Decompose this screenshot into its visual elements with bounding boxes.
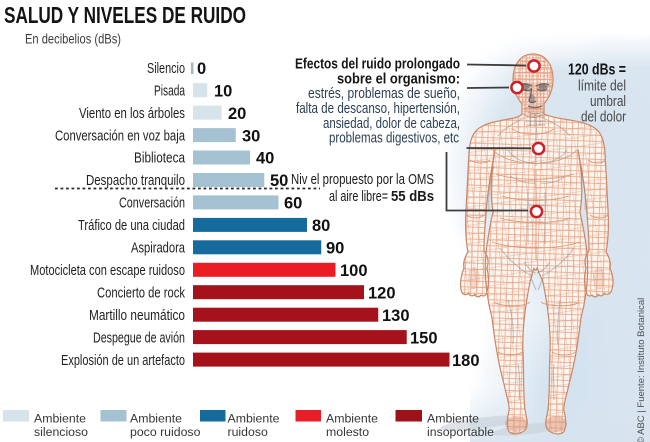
svg-text:130: 130 (382, 307, 410, 325)
svg-text:© ABC | Fuente: Instituto Bota: © ABC | Fuente: Instituto Botanical (636, 298, 647, 442)
svg-text:problemas digestivos, etc: problemas digestivos, etc (329, 130, 459, 147)
svg-text:Pisada: Pisada (154, 82, 185, 99)
svg-text:sobre el organismo:: sobre el organismo: (337, 70, 460, 87)
svg-text:Efectos del ruido prolongado: Efectos del ruido prolongado (295, 56, 460, 73)
svg-text:Conversación en voz baja: Conversación en voz baja (55, 127, 185, 144)
svg-text:estrés, problemas de sueño,: estrés, problemas de sueño, (308, 85, 460, 102)
svg-text:Ambiente: Ambiente (326, 412, 378, 426)
svg-text:al aire libre= 55 dBs: al aire libre= 55 dBs (329, 188, 434, 205)
svg-text:120 dBs =: 120 dBs = (568, 61, 626, 78)
svg-text:80: 80 (312, 217, 330, 235)
svg-text:ruidoso: ruidoso (228, 425, 268, 439)
svg-text:ansiedad, dolor de cabeza,: ansiedad, dolor de cabeza, (323, 115, 460, 132)
svg-text:Motocicleta con escape ruidoso: Motocicleta con escape ruidoso (30, 262, 185, 279)
svg-text:Despacho tranquilo: Despacho tranquilo (86, 172, 185, 189)
svg-text:Despegue de avión: Despegue de avión (93, 329, 185, 346)
svg-text:Martillo neumático: Martillo neumático (89, 307, 185, 324)
svg-text:Ambiente: Ambiente (34, 412, 86, 426)
svg-text:Ambiente: Ambiente (427, 412, 479, 426)
svg-text:10: 10 (214, 82, 232, 100)
svg-text:Silencio: Silencio (147, 60, 185, 77)
svg-text:En decibelios (dBs): En decibelios (dBs) (25, 31, 121, 47)
svg-text:50: 50 (270, 172, 288, 190)
svg-text:Tráfico de una ciudad: Tráfico de una ciudad (78, 217, 185, 234)
svg-text:120: 120 (368, 284, 396, 302)
svg-text:100: 100 (340, 262, 368, 280)
svg-text:Conversación: Conversación (119, 195, 185, 212)
svg-text:silencioso: silencioso (34, 425, 88, 439)
svg-text:límite del: límite del (578, 77, 626, 94)
svg-text:0: 0 (197, 60, 206, 78)
svg-text:Viento en los árboles: Viento en los árboles (79, 105, 185, 122)
svg-text:poco ruidoso: poco ruidoso (130, 425, 201, 439)
svg-text:del dolor: del dolor (581, 109, 626, 126)
svg-text:180: 180 (452, 352, 480, 370)
svg-text:Ambiente: Ambiente (130, 412, 182, 426)
svg-text:Ambiente: Ambiente (228, 412, 280, 426)
svg-text:Explosión de un artefacto: Explosión de un artefacto (61, 352, 185, 369)
svg-text:umbral: umbral (590, 93, 626, 110)
svg-text:60: 60 (284, 195, 302, 213)
svg-text:Aspiradora: Aspiradora (131, 240, 185, 257)
svg-text:Biblioteca: Biblioteca (134, 150, 186, 167)
svg-text:falta de descanso, hipertensió: falta de descanso, hipertensión, (296, 100, 460, 117)
svg-text:90: 90 (326, 240, 344, 258)
svg-text:molesto: molesto (326, 425, 369, 439)
svg-text:40: 40 (256, 150, 274, 168)
svg-text:Concierto de rock: Concierto de rock (97, 284, 185, 301)
svg-text:20: 20 (228, 105, 246, 123)
svg-text:insoportable: insoportable (427, 425, 494, 439)
svg-text:SALUD Y NIVELES DE RUIDO: SALUD Y NIVELES DE RUIDO (4, 2, 246, 28)
svg-text:150: 150 (410, 329, 438, 347)
svg-text:30: 30 (242, 127, 260, 145)
svg-text:Niv el propuesto por la OMS: Niv el propuesto por la OMS (291, 171, 434, 188)
